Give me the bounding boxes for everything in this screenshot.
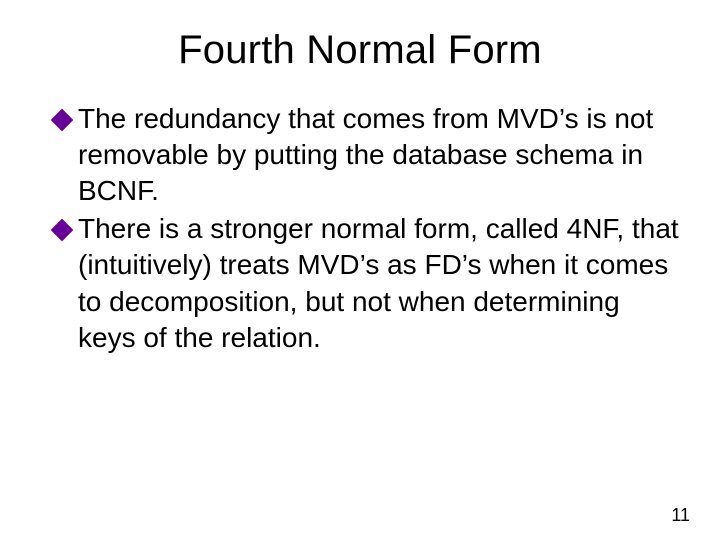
bullet-item: The redundancy that comes from MVD’s is … (56, 101, 680, 209)
bullet-text: There is a stronger normal form, called … (78, 211, 680, 355)
slide-body: The redundancy that comes from MVD’s is … (0, 87, 720, 356)
page-number: 11 (671, 505, 690, 526)
bullet-text: The redundancy that comes from MVD’s is … (78, 101, 680, 209)
diamond-bullet-icon (56, 220, 76, 240)
bullet-item: There is a stronger normal form, called … (56, 211, 680, 355)
slide-title: Fourth Normal Form (0, 0, 720, 87)
slide: Fourth Normal Form The redundancy that c… (0, 0, 720, 540)
diamond-bullet-icon (56, 110, 76, 130)
